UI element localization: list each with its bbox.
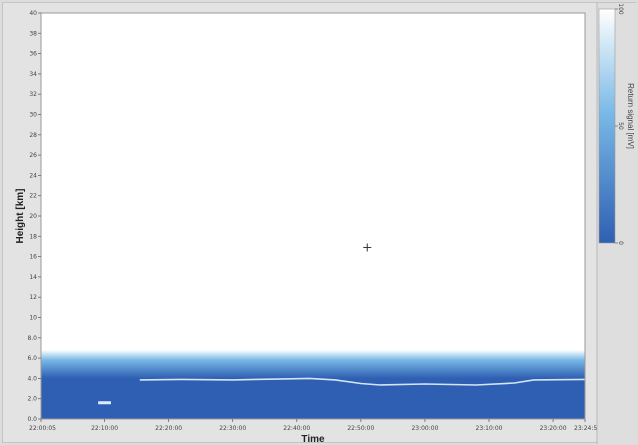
colorbar-gradient [598, 8, 616, 244]
colorbar-tick-label: 100 [617, 3, 624, 15]
y-tick-label: 40 [29, 10, 37, 17]
x-tick-label: 23:00:00 [411, 425, 438, 432]
x-tick-label: 22:10:00 [91, 425, 118, 432]
x-tick-label: 23:24:59 [574, 425, 601, 432]
y-tick-label: 4.0 [27, 375, 37, 382]
colorbar-title: Return signal [mV] [626, 83, 635, 149]
x-tick-label: 23:10:00 [476, 425, 503, 432]
y-tick-label: 38 [29, 30, 37, 37]
y-tick-label: 12 [29, 294, 37, 301]
return-signal-layer [41, 349, 585, 419]
y-tick-label: 22 [29, 193, 37, 200]
bright-patch [98, 401, 111, 405]
y-tick-label: 14 [29, 274, 37, 281]
x-tick-label: 22:30:00 [219, 425, 246, 432]
y-tick-label: 24 [29, 172, 37, 179]
y-tick-label: 30 [29, 112, 37, 119]
x-tick-label: 23:20:00 [540, 425, 567, 432]
y-tick-label: 0.0 [27, 416, 37, 423]
x-tick-label: 22:00:05 [29, 425, 56, 432]
y-axis-title: Height [km] [15, 189, 26, 244]
colorbar-tick-label: 0 [617, 241, 624, 245]
bright-layer-trace [139, 377, 586, 386]
colorbar-tick-label: 50 [617, 122, 624, 130]
y-tick-label: 20 [29, 213, 37, 220]
y-tick-label: 2.0 [27, 396, 37, 403]
crosshair-cursor[interactable] [363, 243, 372, 252]
y-tick-label: 28 [29, 132, 37, 139]
y-tick-label: 10 [29, 315, 37, 322]
y-tick-label: 16 [29, 254, 37, 261]
y-tick-label: 6.0 [27, 355, 37, 362]
x-axis-title: Time [301, 434, 325, 444]
x-tick-label: 22:50:00 [347, 425, 374, 432]
y-tick-label: 32 [29, 91, 37, 98]
y-tick-label: 8.0 [27, 335, 37, 342]
y-tick-label: 18 [29, 233, 37, 240]
x-tick-label: 22:40:00 [283, 425, 310, 432]
y-tick-label: 34 [29, 71, 37, 78]
y-tick-label: 26 [29, 152, 37, 159]
y-tick-label: 36 [29, 51, 37, 58]
x-tick-label: 22:20:00 [155, 425, 182, 432]
lidar-heatmap-chart: 0.0 2.0 4.0 6.0 8.0 10 12 14 16 18 20 22 24 26 28 30 32 3… [15, 3, 637, 444]
